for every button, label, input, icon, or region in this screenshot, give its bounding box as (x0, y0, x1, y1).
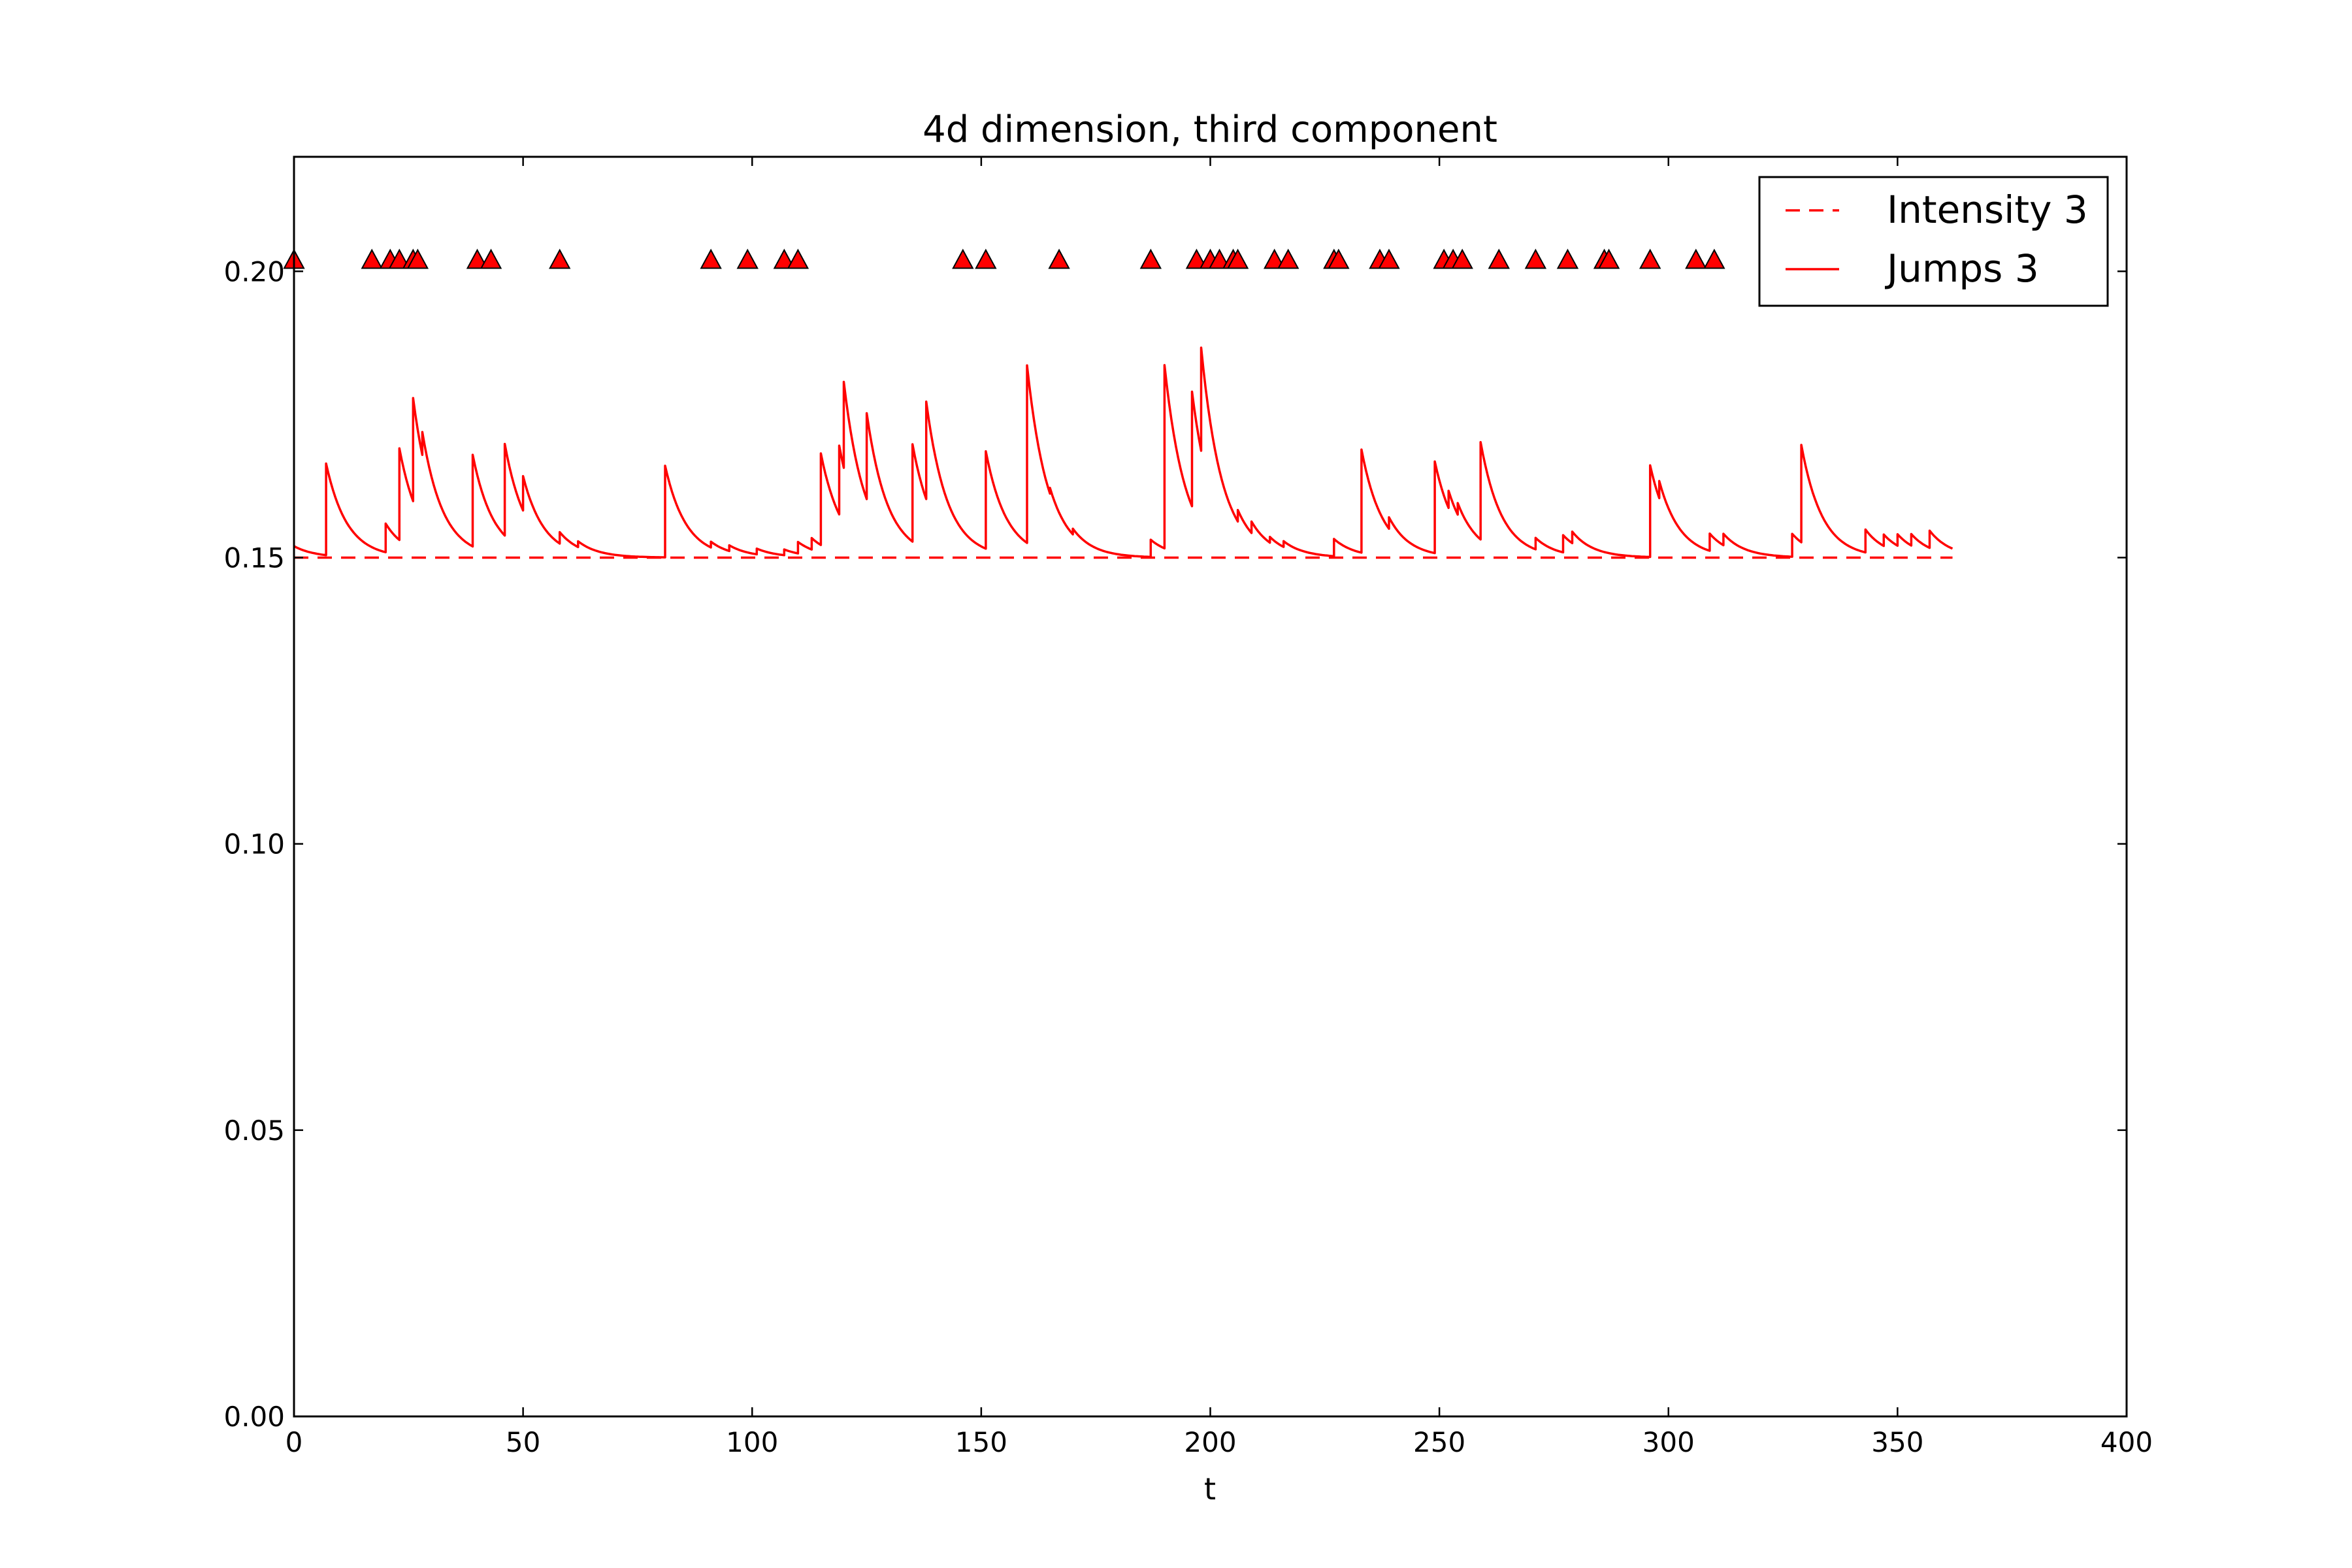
event-marker (975, 248, 997, 269)
event-marker (952, 248, 974, 269)
y-tick-label: 0.05 (223, 1115, 285, 1147)
event-marker (406, 248, 429, 269)
event-marker (480, 248, 502, 269)
event-marker (736, 248, 759, 269)
event-marker (1208, 248, 1231, 269)
event-marker (549, 248, 571, 269)
x-tick-label: 200 (1184, 1426, 1236, 1458)
x-tick-label: 0 (286, 1426, 303, 1458)
event-marker (1524, 248, 1547, 269)
event-marker (1277, 248, 1299, 269)
event-marker (1263, 248, 1286, 269)
x-tick-label: 350 (1871, 1426, 1923, 1458)
series-layer (293, 346, 1953, 559)
x-axis-label: t (1204, 1471, 1216, 1507)
x-tick-label: 50 (506, 1426, 540, 1458)
y-tick-label: 0.20 (223, 255, 285, 287)
y-tick-label: 0.00 (223, 1401, 285, 1433)
x-tick-label: 250 (1413, 1426, 1465, 1458)
event-marker (1185, 248, 1208, 269)
event-marker (1556, 248, 1579, 269)
event-marker (1703, 248, 1725, 269)
event-marker (361, 248, 383, 269)
legend-box (1758, 176, 2109, 307)
y-tick-label: 0.10 (223, 828, 285, 860)
legend-label-jumps: Jumps 3 (1885, 246, 2039, 291)
plot-area (294, 157, 2127, 1416)
x-tick-label: 300 (1642, 1426, 1695, 1458)
event-marker-layer (283, 248, 1725, 269)
legend: Intensity 3 Jumps 3 (1758, 176, 2109, 307)
x-tick-label: 400 (2100, 1426, 2153, 1458)
chart-title: 4d dimension, third component (923, 108, 1497, 151)
event-marker (1048, 248, 1070, 269)
event-marker (388, 248, 410, 269)
event-marker (700, 248, 722, 269)
event-marker (1139, 248, 1162, 269)
event-marker (1639, 248, 1661, 269)
event-marker (1226, 248, 1249, 269)
event-marker (1597, 248, 1620, 269)
event-marker (1378, 248, 1400, 269)
x-tick-label: 150 (955, 1426, 1007, 1458)
legend-label-intensity: Intensity 3 (1887, 188, 2088, 232)
event-marker (1488, 248, 1510, 269)
plot-frame (293, 155, 2128, 1418)
event-marker (1328, 248, 1350, 269)
event-marker (1451, 248, 1473, 269)
axis-layer: 0 50 100 150 200 250 300 350 400 0.00 0.05 0.10 0.15… (223, 157, 2153, 1458)
event-marker (773, 248, 796, 269)
series-jumps-3 (293, 346, 1953, 559)
x-tick-label: 100 (726, 1426, 778, 1458)
event-marker (787, 248, 809, 269)
y-tick-label: 0.15 (223, 542, 285, 574)
event-marker (1685, 248, 1707, 269)
event-marker (466, 248, 489, 269)
